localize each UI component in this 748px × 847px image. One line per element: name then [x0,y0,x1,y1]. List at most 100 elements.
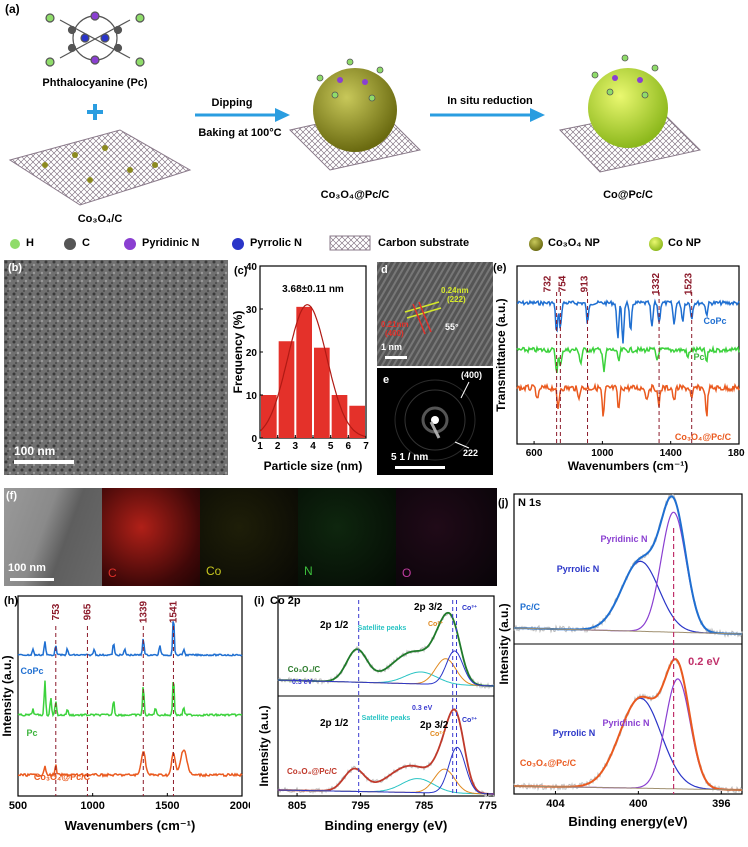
eds-map-co [200,488,298,586]
chart-j: 404 400 396 Binding energy(eV) Intensity (a.… [497,493,743,829]
map-label-o: O [402,566,412,580]
x-tick-label: 600 [526,448,543,459]
pyridinic-bottom [514,678,742,791]
panel-i: 805 795 785 775 Binding energy (eV) Intensity… [250,590,500,842]
legend-co: Co NP [668,237,701,249]
y-axis-label: Intensity (a.u.) [257,705,271,786]
x-tick-label: 500 [9,800,27,812]
pc-label: Phthalocyanine (Pc) [42,77,147,89]
x-tick-label: 1500 [155,800,179,812]
x-tick-label: 1000 [80,800,104,812]
legend-a [10,235,663,251]
x-tick-label: 1 [257,441,263,452]
chart-i: 805 795 785 775 Binding energy (eV) Intensity… [254,595,497,833]
fit-top [514,495,742,635]
legend-pc: Pc [693,352,704,362]
panel-e-label: (e) [493,262,507,274]
x-tick-label: 1400 [660,448,683,459]
annot-pyridinic-bottom: Pyridinic N [602,718,649,728]
legend-co3o4: Co₃O₄ NP [548,237,600,249]
bar [261,395,277,438]
x-axis-label: Particle size (nm) [264,459,363,473]
co3-top [278,650,494,687]
panel-a-schematic: Phthalocyanine (Pc) Co₃O₄/C Dipping Baki… [8,11,701,251]
map-label-n: N [304,564,313,578]
x-tick-label: 5 [328,441,334,452]
y-axis-label: Frequency (%) [231,311,245,394]
x-tick-label: 6 [346,441,352,452]
annot-satellite-top: Satellite peaks [358,625,407,632]
marker-label: 913 [580,275,591,292]
legend-co3o4: Co₃O₄@Pc/C [675,432,732,442]
bar [331,395,348,438]
co3o4-sphere [313,68,397,152]
marker-label: 1541 [168,600,179,623]
legend-c: C [82,237,90,249]
x-axis-label: Binding energy(eV) [568,814,687,829]
panel-j-label: (j) [498,497,509,509]
map-label-co: Co [206,564,222,578]
sub3-label: Co@Pc/C [603,189,653,201]
panel-d: d 0.24nm (222) 0.21nm (400) 55° 1 nm [377,262,493,366]
x-tick-label: 396 [712,798,730,810]
annot-03ev-left: 0.3 eV [292,679,313,686]
x-tick-label: 4 [310,441,316,452]
annot-co2-top: Co²⁺ [428,620,444,628]
legend-copc: CoPc [703,316,726,326]
panel-d-d1: 0.24nm [441,286,469,295]
legend-pyridinic: Pyridinic N [142,237,200,249]
panel-c-label: (c) [234,265,248,277]
marker-label: 753 [51,603,62,620]
fit-top [278,611,494,687]
panel-h-label: (h) [4,595,18,607]
x-axis-label: Binding energy (eV) [325,818,448,833]
annot-shift: 0.2 eV [688,656,720,668]
co-sphere [588,68,668,148]
eds-gray [4,488,102,586]
series-copc [17,621,243,657]
panel-d-scale: 1 nm [381,342,403,352]
panel-b: (b) 100 nm [4,260,228,475]
pyrrolic-top [514,560,742,635]
series-pc [516,344,740,374]
panel-j: 404 400 396 Binding energy(eV) Intensity (a.… [497,488,748,842]
step1-top: Dipping [212,97,253,109]
x-tick-label: 1800 [728,448,745,459]
annot-2p12-bottom: 2p 1/2 [320,718,349,729]
panel-d-d1b: (222) [447,295,466,304]
panel-e-scale: 5 1 / nm [391,452,429,463]
panel-i-label: (i) [254,595,265,607]
panel-d-d2b: (400) [385,329,404,338]
bar [278,341,295,438]
panel-e-ring2: 222 [463,448,479,458]
series-copc [516,298,740,344]
annot-03ev-right: 0.3 eV [412,705,433,712]
bar [314,347,330,438]
pc-molecule [45,11,145,67]
marker-label: 732 [543,275,554,292]
chart-c: 1 2 3 4 5 6 7 0 10 20 30 40 Particle size (nm) Freque… [231,262,369,473]
annot-2p32-bottom: 2p 3/2 [420,720,449,731]
annot-satellite-bottom: Satellite peaks [362,715,411,722]
raw-data-top [513,493,743,639]
annot-2p32-top: 2p 3/2 [414,602,443,613]
legend-pc-c: Pc/C [520,602,541,612]
legend-pc: Pc [26,728,37,738]
panel-d-d2: 0.21nm [381,320,409,329]
y-tick-label: 40 [246,262,258,273]
step1-bottom: Baking at 100°C [198,127,281,139]
y-axis-label: Intensity (a.u.) [0,655,14,736]
x-tick-label: 2000 [230,800,250,812]
x-tick-label: 404 [546,798,565,810]
legend-copc: CoPc [20,666,43,676]
x-tick-label: 400 [629,798,647,810]
marker-label: 965 [82,603,93,620]
x-tick-label: 3 [293,441,299,452]
map-label-c: C [108,566,117,580]
marker-label: 1339 [138,600,149,623]
x-tick-label: 795 [351,800,369,812]
plot-frame [17,595,243,797]
panel-f: (f) 100 nm C Co N O [4,488,497,586]
sem-texture [4,260,228,475]
